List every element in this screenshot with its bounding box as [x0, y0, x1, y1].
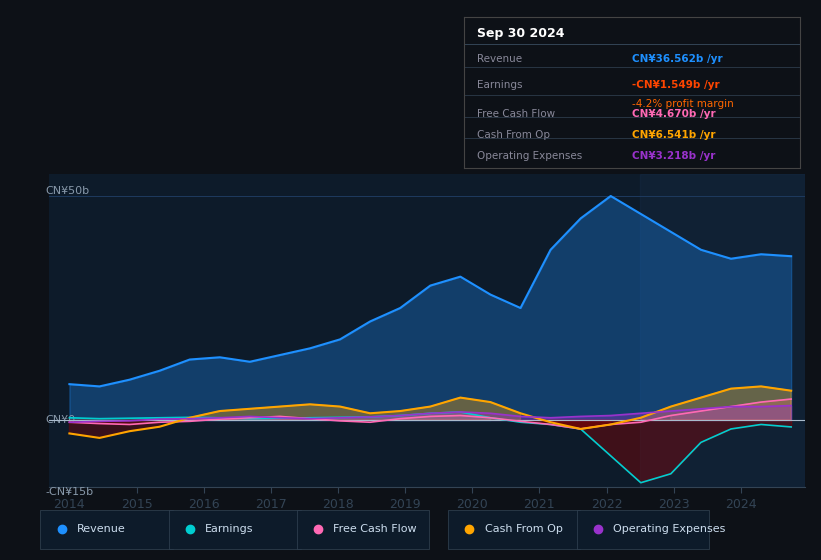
Text: CN¥3.218b /yr: CN¥3.218b /yr — [632, 151, 716, 161]
Text: CN¥0: CN¥0 — [45, 415, 76, 425]
Text: Operating Expenses: Operating Expenses — [613, 524, 725, 534]
Text: Revenue: Revenue — [76, 524, 126, 534]
Text: Free Cash Flow: Free Cash Flow — [333, 524, 417, 534]
FancyBboxPatch shape — [297, 510, 429, 549]
Text: -4.2% profit margin: -4.2% profit margin — [632, 100, 734, 110]
Text: Free Cash Flow: Free Cash Flow — [477, 109, 556, 119]
Text: Cash From Op: Cash From Op — [477, 130, 550, 140]
Text: Revenue: Revenue — [477, 54, 522, 64]
Text: CN¥6.541b /yr: CN¥6.541b /yr — [632, 130, 716, 140]
FancyBboxPatch shape — [40, 510, 172, 549]
FancyBboxPatch shape — [169, 510, 301, 549]
Text: Operating Expenses: Operating Expenses — [477, 151, 583, 161]
Bar — [640, 174, 805, 487]
Text: CN¥50b: CN¥50b — [45, 186, 89, 196]
Text: -CN¥15b: -CN¥15b — [45, 487, 94, 497]
Text: CN¥36.562b /yr: CN¥36.562b /yr — [632, 54, 722, 64]
Text: CN¥4.670b /yr: CN¥4.670b /yr — [632, 109, 716, 119]
Text: Sep 30 2024: Sep 30 2024 — [477, 27, 565, 40]
Text: Cash From Op: Cash From Op — [484, 524, 562, 534]
Text: Earnings: Earnings — [477, 80, 523, 90]
FancyBboxPatch shape — [576, 510, 709, 549]
Text: Earnings: Earnings — [205, 524, 254, 534]
Text: -CN¥1.549b /yr: -CN¥1.549b /yr — [632, 80, 720, 90]
FancyBboxPatch shape — [448, 510, 580, 549]
